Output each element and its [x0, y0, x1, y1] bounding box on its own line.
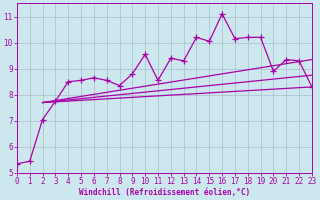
- X-axis label: Windchill (Refroidissement éolien,°C): Windchill (Refroidissement éolien,°C): [79, 188, 250, 197]
